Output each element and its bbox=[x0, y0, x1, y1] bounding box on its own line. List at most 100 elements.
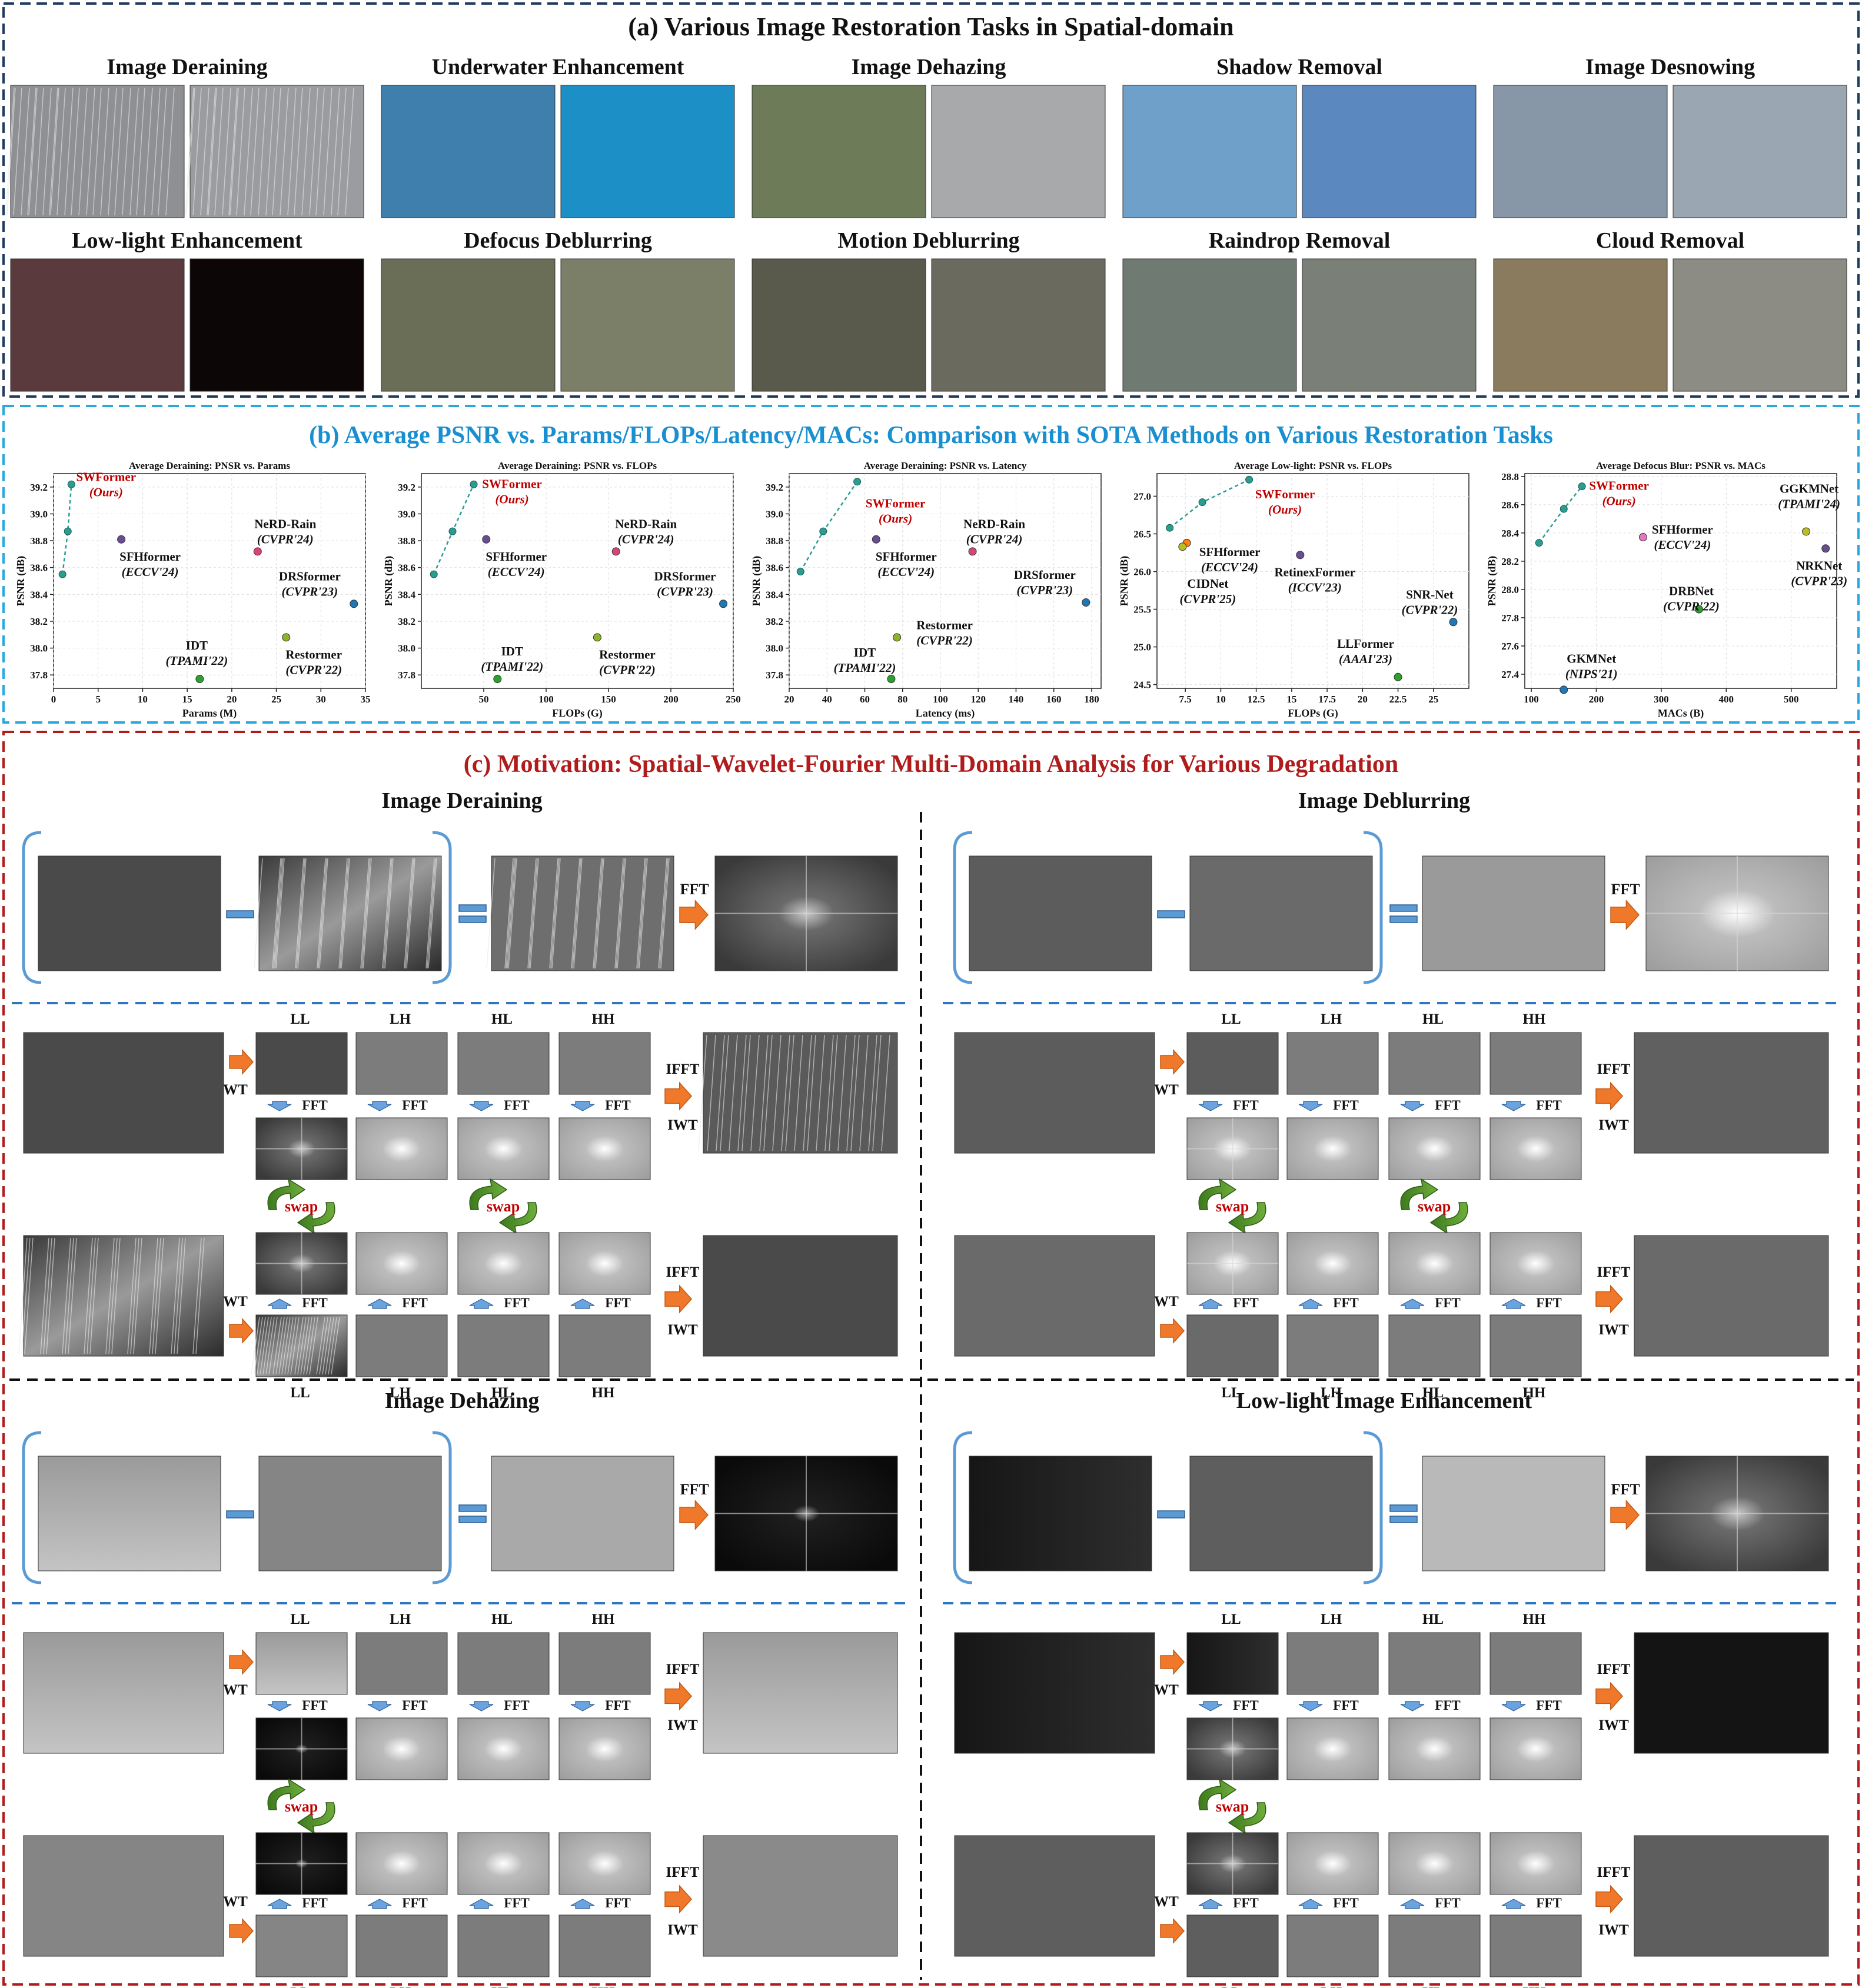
rain-streak bbox=[750, 1034, 760, 1151]
rain-streak bbox=[294, 1317, 304, 1375]
y-tick-label: 28.2 bbox=[1501, 556, 1519, 567]
point-label-name: IDT bbox=[501, 644, 523, 658]
rain-streak bbox=[659, 858, 669, 969]
rain-streak bbox=[136, 87, 145, 216]
fft-label: FFT bbox=[1233, 1698, 1258, 1713]
image-fill bbox=[23, 1632, 224, 1754]
orange-arrow-icon bbox=[664, 1284, 693, 1314]
arrow-down-icon bbox=[1400, 1101, 1425, 1111]
wavelet-band bbox=[1186, 1314, 1279, 1377]
image-fill bbox=[355, 1117, 448, 1180]
rain-streak bbox=[262, 1317, 272, 1375]
rain-streak bbox=[340, 858, 349, 969]
image-fill bbox=[355, 1632, 448, 1695]
point-label-venue: (ICCV'23) bbox=[1288, 580, 1342, 594]
fft-label: FFT bbox=[1333, 1698, 1358, 1713]
arrow-up-icon bbox=[267, 1298, 292, 1309]
band-spectrum bbox=[355, 1717, 448, 1780]
swformer-point bbox=[430, 570, 438, 578]
task-input-image bbox=[752, 85, 926, 218]
y-tick-label: 38.4 bbox=[398, 589, 415, 600]
rain-streak bbox=[404, 858, 413, 969]
spectrum-image bbox=[1645, 855, 1829, 971]
rain-streak bbox=[236, 87, 245, 216]
rain-streak bbox=[528, 858, 538, 969]
rain-streak bbox=[737, 1034, 747, 1151]
iwt-label: IWT bbox=[1598, 1922, 1629, 1938]
arrow-down-icon bbox=[1198, 1101, 1223, 1111]
x-tick-label: 20 bbox=[1358, 694, 1368, 705]
fft-label: FFT bbox=[504, 1896, 529, 1910]
image-fill bbox=[558, 1032, 651, 1095]
y-tick-label: 38.6 bbox=[30, 562, 48, 574]
fft-label: FFT bbox=[402, 1896, 427, 1910]
rain-streak bbox=[698, 1034, 707, 1151]
arrow-down-icon bbox=[1501, 1101, 1526, 1111]
point-label-venue: (CVPR'23) bbox=[657, 584, 713, 598]
x-tick-label: 140 bbox=[1009, 694, 1024, 705]
section-b-title: (b) Average PSNR vs. Params/FLOPs/Latenc… bbox=[309, 422, 1553, 449]
rain-streak bbox=[71, 87, 80, 216]
band-label: LH bbox=[390, 1611, 411, 1627]
band-spectrum bbox=[457, 1832, 550, 1895]
rain-streak bbox=[222, 87, 231, 216]
arrow-up-icon bbox=[367, 1899, 392, 1909]
band-spectrum bbox=[255, 1717, 348, 1780]
orange-arrow-icon bbox=[1160, 1318, 1185, 1344]
bracket-right bbox=[1363, 1431, 1383, 1584]
band-spectrum bbox=[1489, 1832, 1582, 1895]
orange-arrow-icon bbox=[229, 1918, 254, 1944]
band-label: LH bbox=[390, 1385, 411, 1401]
degraded-image bbox=[969, 855, 1152, 971]
rain-streak bbox=[617, 858, 626, 969]
rain-streak bbox=[759, 1034, 769, 1151]
swap-arrow-top bbox=[1198, 1178, 1237, 1210]
rain-streak bbox=[46, 1237, 55, 1354]
task-output-image bbox=[931, 85, 1106, 218]
image-fill bbox=[23, 1835, 224, 1957]
swformer-point bbox=[1245, 475, 1253, 484]
point-label-venue: (TPAMI'22) bbox=[834, 661, 896, 675]
panel-title: Image Deblurring bbox=[1298, 788, 1470, 813]
image-fill bbox=[931, 85, 1106, 218]
image-fill bbox=[38, 855, 221, 971]
band-spectrum bbox=[355, 1832, 448, 1895]
fft-label: FFT bbox=[504, 1098, 529, 1113]
point-label-name: SWFormer bbox=[1589, 479, 1648, 493]
swap-arrow-top bbox=[469, 1178, 508, 1210]
rain-streak bbox=[785, 1034, 794, 1151]
point-label-name: SFHformer bbox=[486, 550, 547, 564]
x-tick-label: 10 bbox=[1216, 694, 1226, 705]
orange-arrow-icon bbox=[1595, 1681, 1624, 1711]
y-tick-label: 39.0 bbox=[398, 508, 415, 520]
band-spectrum bbox=[1186, 1117, 1279, 1180]
band-spectrum bbox=[558, 1117, 651, 1180]
image-fill bbox=[752, 258, 926, 392]
equals-bar bbox=[1389, 904, 1418, 912]
rain-streak bbox=[846, 1034, 856, 1151]
image-fill bbox=[381, 258, 556, 392]
rain-streak bbox=[595, 858, 604, 969]
rain-streak bbox=[303, 1317, 312, 1375]
minus-icon bbox=[1157, 910, 1185, 918]
image-fill bbox=[189, 258, 364, 392]
degraded-image bbox=[38, 1456, 221, 1571]
wt-label: WT bbox=[1154, 1082, 1179, 1098]
x-tick-label: 12.5 bbox=[1248, 694, 1265, 705]
data-point bbox=[1178, 542, 1187, 551]
swap-arrow-top bbox=[267, 1778, 306, 1810]
rain-streak bbox=[185, 87, 194, 216]
wavelet-band bbox=[1186, 1032, 1279, 1095]
rain-streak bbox=[360, 858, 370, 969]
point-label-venue: (ECCV'24) bbox=[1201, 560, 1258, 574]
chart-title: Average Low-light: PSNR vs. FLOPs bbox=[1234, 460, 1392, 471]
image-fill bbox=[457, 1717, 550, 1780]
point-label-name: LLFormer bbox=[1337, 637, 1394, 651]
rain-streak bbox=[297, 1317, 307, 1375]
band-label: HL bbox=[1422, 1985, 1444, 1988]
iwt-label: IWT bbox=[667, 1322, 698, 1338]
x-tick-label: 22.5 bbox=[1389, 694, 1407, 705]
image-fill bbox=[1388, 1632, 1481, 1695]
x-tick-label: 500 bbox=[1784, 694, 1799, 705]
task-input-image bbox=[1493, 258, 1668, 392]
